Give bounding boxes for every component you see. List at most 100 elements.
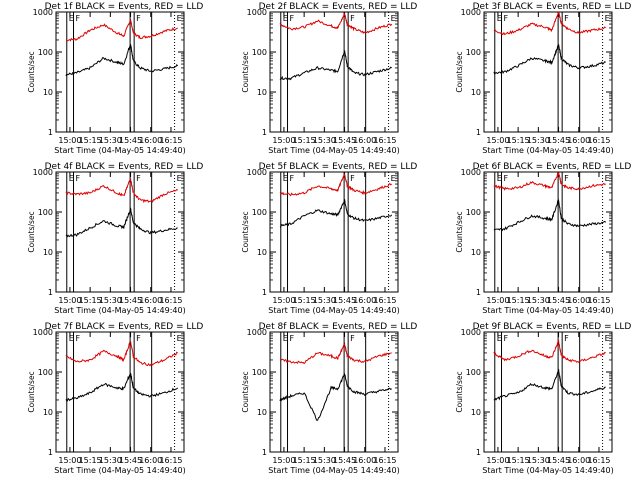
series-events-line — [279, 50, 392, 81]
marker-label: E — [69, 334, 74, 343]
x-tick-label: 15:30 — [313, 296, 336, 305]
y-tick-label: 1 — [476, 128, 481, 137]
series-lld-line — [279, 12, 393, 35]
panel-title: Det 3f BLACK = Events, RED = LLD — [473, 2, 632, 12]
x-tick-label: 15:30 — [99, 136, 122, 145]
panel-det-5: Det 5f BLACK = Events, RED = LLD 1 10 100 10… — [241, 162, 417, 315]
x-tick-label: 15:00 — [272, 136, 295, 145]
marker-label: F — [136, 14, 141, 23]
plot-frame — [269, 171, 399, 293]
marker-label: E — [605, 14, 610, 23]
marker-label: E — [497, 14, 502, 23]
y-axis-label: Counts/sec — [455, 51, 464, 92]
panel-title: Det 5f BLACK = Events, RED = LLD — [259, 162, 418, 172]
y-tick-label: 100 — [38, 208, 53, 217]
x-tick-label: 15:15 — [293, 296, 316, 305]
panel-title: Det 8f BLACK = Events, RED = LLD — [259, 322, 418, 332]
y-tick-label: 100 — [252, 48, 267, 57]
y-tick-label: 1 — [48, 288, 53, 297]
y-axis-label: Counts/sec — [241, 371, 250, 412]
marker-label: F — [290, 14, 295, 23]
series-lld-line — [279, 173, 393, 197]
panel-det-7: Det 7f BLACK = Events, RED = LLD 1 10 100 10… — [27, 322, 203, 475]
x-tick-label: 16:15 — [373, 296, 396, 305]
y-tick-label: 1 — [262, 128, 267, 137]
x-axis-label: Start Time (04-May-05 14:49:40) — [54, 146, 185, 155]
marker-label: E — [283, 334, 288, 343]
plot-frame — [483, 11, 613, 133]
panel-title: Det 7f BLACK = Events, RED = LLD — [45, 322, 204, 332]
series-lld-line — [279, 342, 392, 365]
series-events-line — [279, 199, 393, 228]
x-tick-label: 15:00 — [58, 456, 81, 465]
series-lld-line — [65, 18, 178, 42]
series-lld-line — [493, 172, 606, 191]
series-lld-line — [65, 341, 178, 367]
series-lld-line — [493, 11, 607, 36]
x-tick-label: 16:00 — [353, 456, 376, 465]
y-axis-label: Counts/sec — [241, 211, 250, 252]
series-events-line — [65, 43, 179, 77]
x-tick-label: 16:00 — [139, 136, 162, 145]
y-tick-label: 1 — [262, 288, 267, 297]
x-axis-label: Start Time (04-May-05 14:49:40) — [268, 466, 399, 475]
x-tick-label: 16:15 — [373, 136, 396, 145]
x-axis-label: Start Time (04-May-05 14:49:40) — [54, 466, 185, 475]
y-axis-label: Counts/sec — [27, 51, 36, 92]
x-tick-label: 16:15 — [159, 296, 182, 305]
y-tick-label: 10 — [43, 248, 53, 257]
series-events-line — [493, 198, 607, 232]
x-tick-label: 15:15 — [79, 456, 102, 465]
x-tick-label: 15:30 — [313, 456, 336, 465]
x-tick-label: 16:15 — [587, 456, 610, 465]
marker-label: F — [564, 334, 569, 343]
y-tick-label: 1000 — [461, 8, 481, 17]
x-tick-label: 15:45 — [333, 456, 356, 465]
series-events-line — [493, 369, 606, 402]
x-tick-label: 16:00 — [353, 296, 376, 305]
marker-label: E — [177, 14, 182, 23]
y-tick-label: 1000 — [33, 8, 53, 17]
y-tick-label: 100 — [252, 208, 267, 217]
y-tick-label: 10 — [471, 88, 481, 97]
marker-label: E — [283, 14, 288, 23]
x-axis-label: Start Time (04-May-05 14:49:40) — [482, 146, 613, 155]
marker-label: F — [290, 174, 295, 183]
panel-title: Det 6f BLACK = Events, RED = LLD — [473, 162, 632, 172]
marker-label: F — [136, 334, 141, 343]
panel-det-8: Det 8f BLACK = Events, RED = LLD 1 10 100 10… — [241, 322, 417, 475]
panel-title: Det 9f BLACK = Events, RED = LLD — [473, 322, 632, 332]
x-axis-label: Start Time (04-May-05 14:49:40) — [482, 466, 613, 475]
y-axis-label: Counts/sec — [455, 371, 464, 412]
x-tick-label: 15:00 — [272, 456, 295, 465]
x-tick-label: 15:00 — [486, 296, 509, 305]
x-tick-label: 16:15 — [159, 136, 182, 145]
marker-label: E — [391, 14, 396, 23]
x-tick-label: 15:15 — [293, 136, 316, 145]
marker-label: F — [350, 334, 355, 343]
marker-label: E — [391, 174, 396, 183]
marker-label: E — [177, 334, 182, 343]
plot-frame — [55, 11, 185, 133]
x-axis-label: Start Time (04-May-05 14:49:40) — [54, 306, 185, 315]
marker-label: E — [177, 174, 182, 183]
x-tick-label: 15:15 — [507, 296, 530, 305]
y-tick-label: 1000 — [461, 168, 481, 177]
marker-label: F — [350, 14, 355, 23]
y-tick-label: 100 — [252, 368, 267, 377]
y-tick-label: 1000 — [247, 8, 267, 17]
plot-frame — [55, 331, 185, 453]
y-axis-label: Counts/sec — [241, 51, 250, 92]
y-tick-label: 1000 — [247, 328, 267, 337]
series-events-line — [65, 207, 178, 238]
marker-label: E — [605, 174, 610, 183]
y-tick-label: 100 — [466, 48, 481, 57]
y-tick-label: 100 — [466, 368, 481, 377]
x-tick-label: 15:15 — [79, 136, 102, 145]
x-tick-label: 15:30 — [313, 136, 336, 145]
y-tick-label: 1 — [48, 128, 53, 137]
series-events-line — [279, 373, 392, 421]
x-tick-label: 16:15 — [587, 136, 610, 145]
x-tick-label: 15:00 — [486, 136, 509, 145]
marker-label: F — [350, 174, 355, 183]
